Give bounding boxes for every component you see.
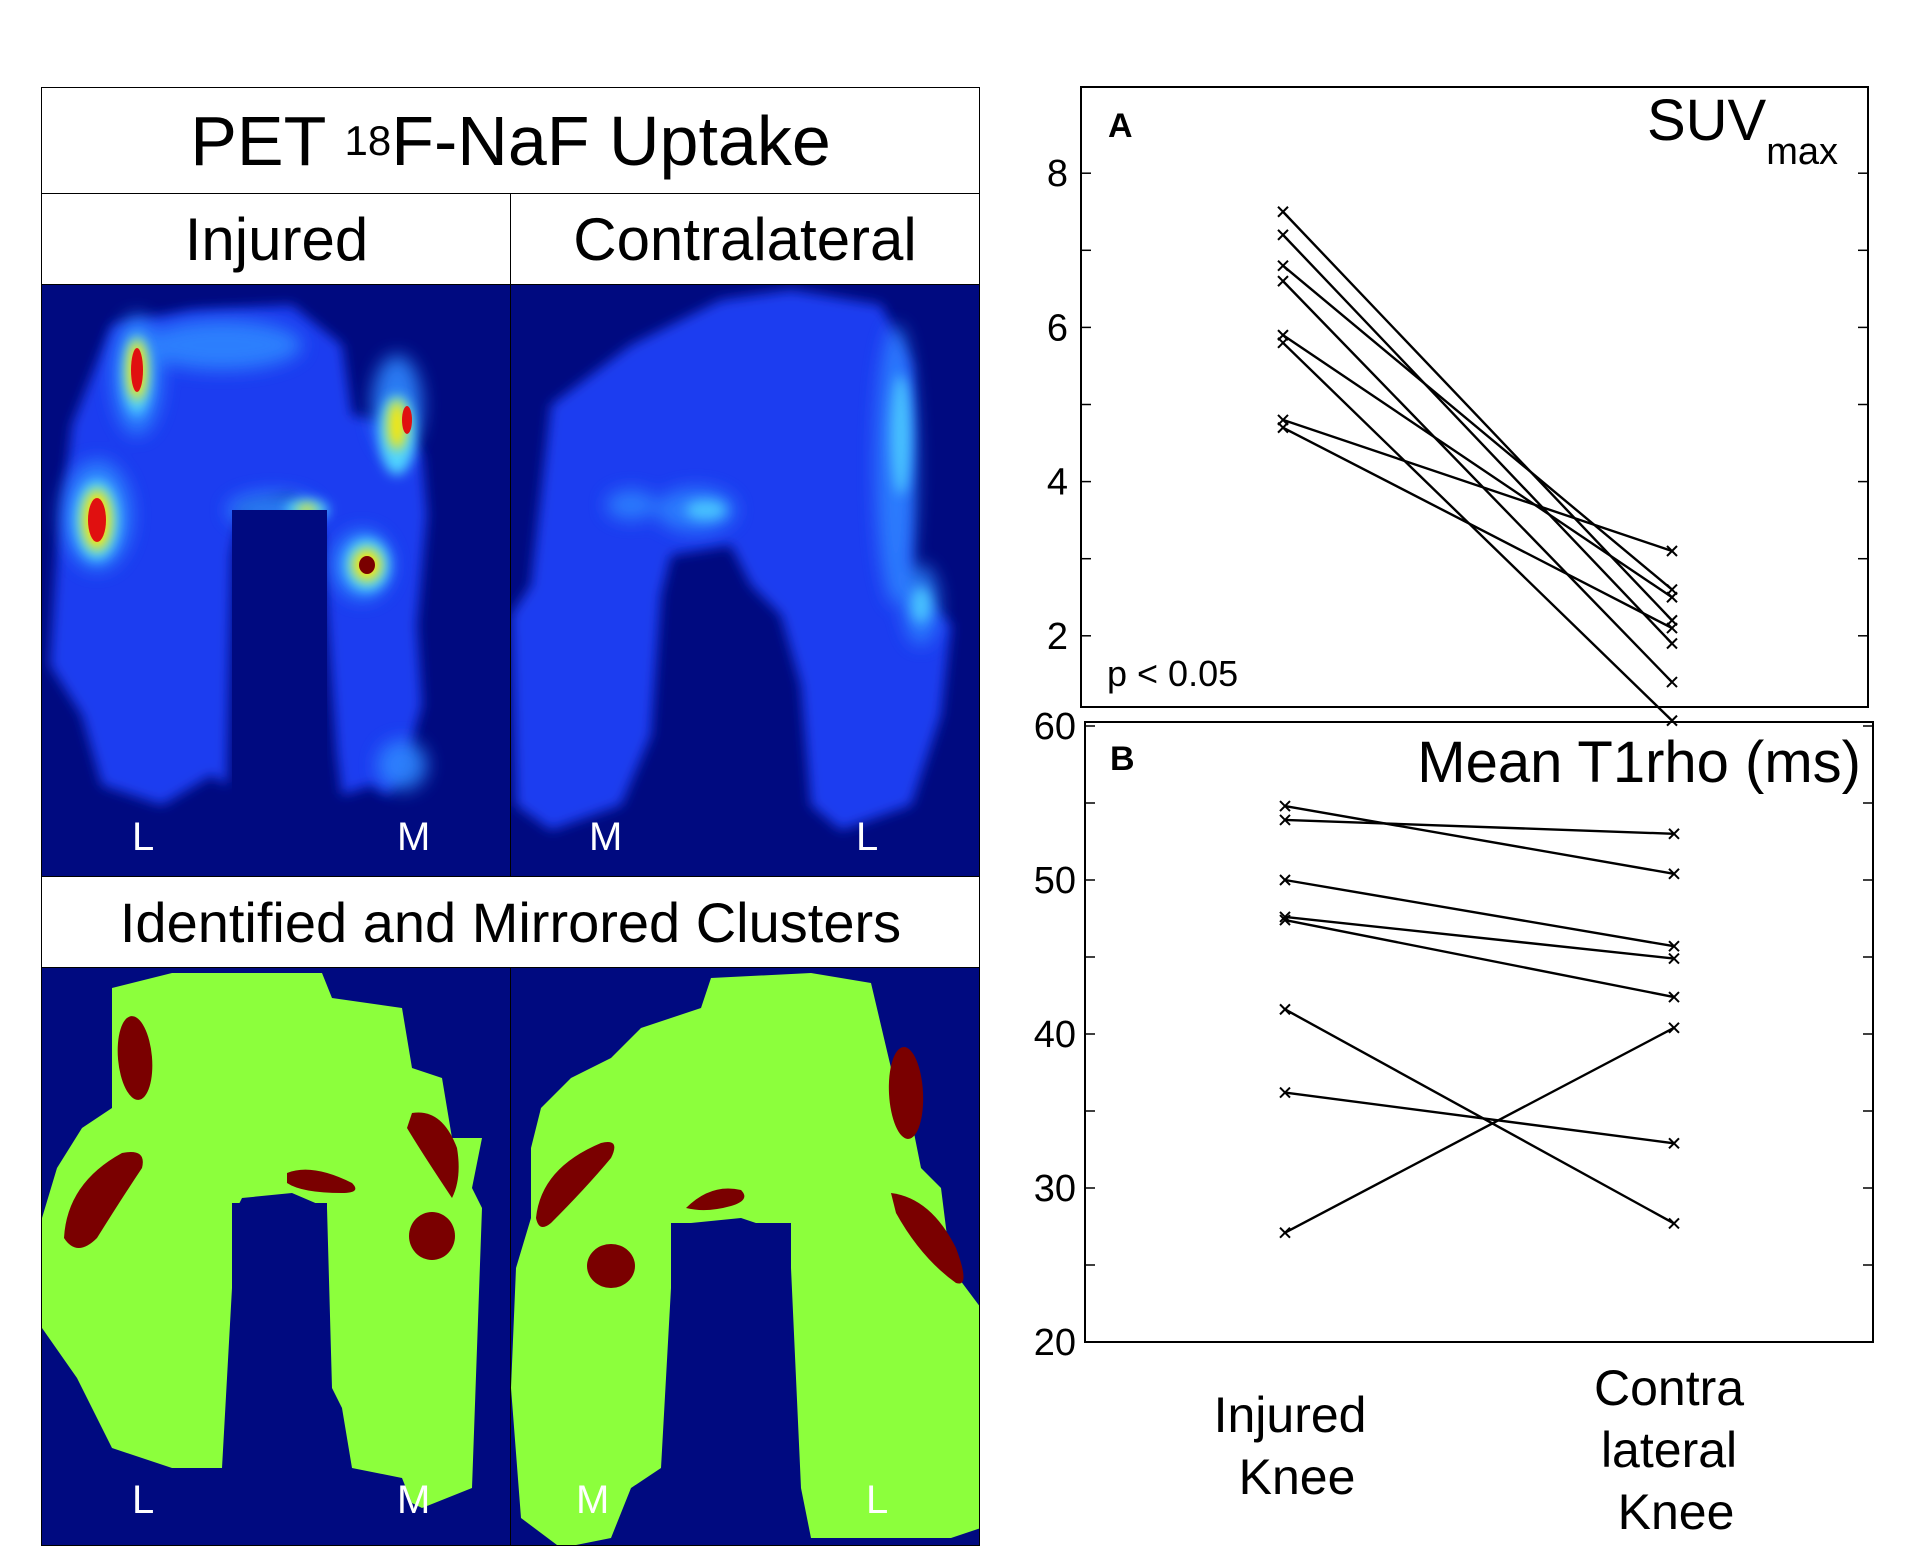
pet-title-isotope: 18 bbox=[344, 116, 392, 164]
chart-b-marker-7-contra bbox=[1668, 1137, 1680, 1150]
clusters-contralateral-image: M L bbox=[510, 967, 980, 1546]
chart-b-series-line-3 bbox=[1284, 878, 1675, 948]
pet-title: PET 18 F-NaF Uptake bbox=[41, 87, 980, 194]
chart-b-marker-3-contra bbox=[1668, 940, 1680, 952]
chart-a-series-line-6 bbox=[1282, 341, 1673, 722]
chart-b-panel-label: B bbox=[1110, 740, 1135, 778]
chart-a-frame bbox=[1080, 86, 1869, 708]
chart-a-title-main: SUV bbox=[1647, 88, 1767, 153]
chart-b-ytick-label: 30 bbox=[1034, 1168, 1076, 1210]
chart-b-marker-4-injured bbox=[1279, 911, 1291, 923]
chart-b-frame bbox=[1084, 721, 1874, 1343]
orient-label-m-2: M bbox=[589, 815, 623, 859]
chart-a-marker-8-injured bbox=[1277, 421, 1289, 434]
chart-b-ytick-label: 50 bbox=[1034, 860, 1076, 902]
chart-b-marker-7-injured bbox=[1279, 1086, 1291, 1099]
chart-a-panel-label: A bbox=[1108, 107, 1133, 145]
chart-a-ytick-label: 4 bbox=[1047, 462, 1068, 504]
x-label-injured-line1: Injured bbox=[1214, 1387, 1367, 1443]
chart-b-series-line-6 bbox=[1284, 1008, 1675, 1225]
chart-b-marker-6-contra bbox=[1668, 1217, 1680, 1230]
x-label-contra-line1: Contra bbox=[1594, 1360, 1744, 1416]
chart-a-marker-2-contra bbox=[1666, 637, 1678, 650]
chart-a-series-line-4 bbox=[1282, 280, 1673, 683]
chart-a-marker-3-contra bbox=[1666, 583, 1678, 596]
orient-label-l-3: L bbox=[132, 1478, 155, 1522]
pet-title-rest: F-NaF Uptake bbox=[391, 101, 831, 180]
chart-a-series-line-2 bbox=[1282, 234, 1673, 645]
chart-a: 2 4 6 8 bbox=[1047, 153, 1868, 727]
chart-b-marker-1-contra bbox=[1668, 868, 1680, 880]
chart-a-marker-2-injured bbox=[1277, 229, 1289, 241]
chart-b-marker-1-injured bbox=[1279, 800, 1291, 812]
chart-a-annotation: p < 0.05 bbox=[1107, 653, 1238, 694]
pet-injured-image: L M bbox=[41, 284, 512, 877]
contralateral-header: Contralateral bbox=[510, 193, 980, 285]
x-label-injured: Injured Knee bbox=[1214, 1387, 1381, 1505]
chart-b-marker-6-injured bbox=[1279, 1003, 1291, 1016]
x-label-contra-line2: lateral bbox=[1601, 1422, 1737, 1478]
chart-b-title: Mean T1rho (ms) bbox=[1417, 730, 1861, 795]
orient-label-l-4: L bbox=[866, 1478, 889, 1522]
chart-a-series-line-8 bbox=[1282, 426, 1673, 630]
chart-b-ytick-label: 60 bbox=[1034, 706, 1076, 748]
chart-b-series-line-5 bbox=[1284, 918, 1675, 999]
pet-contralateral-image: M L bbox=[510, 284, 980, 877]
x-label-contra-line3: Knee bbox=[1618, 1484, 1735, 1531]
chart-b-series-line-1 bbox=[1284, 804, 1675, 876]
orient-label-l: L bbox=[132, 815, 155, 859]
chart-a-series-line-1 bbox=[1282, 210, 1673, 622]
chart-a-marker-5-contra bbox=[1666, 591, 1678, 603]
chart-b-series-line-8 bbox=[1284, 1026, 1675, 1234]
chart-a-ytick-label: 6 bbox=[1047, 307, 1068, 349]
chart-b: 20 30 40 50 60 bbox=[1034, 706, 1873, 1364]
x-label-contra: Contra lateral Knee bbox=[1594, 1360, 1758, 1531]
chart-a-marker-6-injured bbox=[1277, 337, 1289, 349]
orient-label-m-3: M bbox=[397, 1478, 431, 1522]
clusters-title-label: Identified and Mirrored Clusters bbox=[119, 890, 902, 954]
chart-a-series-line-3 bbox=[1282, 264, 1673, 591]
chart-a-marker-1-injured bbox=[1277, 206, 1289, 218]
chart-a-marker-4-injured bbox=[1277, 275, 1289, 287]
chart-b-ytick-label: 40 bbox=[1034, 1014, 1076, 1056]
chart-b-marker-5-contra bbox=[1668, 991, 1680, 1003]
chart-b-marker-2-contra bbox=[1668, 828, 1680, 840]
chart-a-ytick-label: 2 bbox=[1047, 616, 1068, 658]
chart-b-series-line-7 bbox=[1284, 1091, 1675, 1145]
chart-a-title-sub: max bbox=[1766, 131, 1838, 173]
chart-a-marker-3-injured bbox=[1277, 260, 1289, 272]
injured-header-label: Injured bbox=[184, 205, 369, 273]
chart-a-marker-6-contra bbox=[1666, 714, 1678, 727]
chart-a-ytick-label: 8 bbox=[1047, 153, 1068, 195]
chart-b-series-line-4 bbox=[1284, 915, 1675, 960]
pet-title-prefix: PET bbox=[190, 101, 345, 180]
chart-b-marker-4-contra bbox=[1668, 952, 1680, 965]
clusters-title: Identified and Mirrored Clusters bbox=[41, 876, 980, 968]
chart-a-marker-1-contra bbox=[1666, 614, 1678, 627]
chart-b-marker-8-injured bbox=[1279, 1226, 1291, 1239]
orient-label-m-4: M bbox=[576, 1478, 610, 1522]
chart-b-ytick-label: 20 bbox=[1034, 1322, 1076, 1364]
chart-a-marker-5-injured bbox=[1277, 329, 1289, 341]
chart-a-marker-7-contra bbox=[1666, 545, 1678, 557]
chart-a-marker-7-injured bbox=[1277, 414, 1289, 426]
chart-a-marker-8-contra bbox=[1666, 622, 1678, 634]
chart-b-series-line-2 bbox=[1284, 818, 1675, 835]
contralateral-header-label: Contralateral bbox=[573, 205, 917, 273]
chart-a-marker-4-contra bbox=[1666, 676, 1678, 688]
injured-header: Injured bbox=[41, 193, 512, 285]
orient-label-m: M bbox=[397, 815, 431, 859]
orient-label-l-2: L bbox=[856, 815, 879, 859]
clusters-injured-image: L M bbox=[41, 967, 512, 1546]
chart-b-marker-2-injured bbox=[1279, 814, 1291, 826]
chart-a-title: SUVmax bbox=[1647, 88, 1838, 173]
x-label-injured-line2: Knee bbox=[1239, 1449, 1356, 1505]
chart-b-marker-5-injured bbox=[1279, 914, 1291, 926]
chart-a-series-line-7 bbox=[1282, 418, 1673, 553]
chart-b-marker-3-injured bbox=[1279, 874, 1291, 886]
chart-a-series-line-5 bbox=[1282, 334, 1673, 599]
chart-b-marker-8-contra bbox=[1668, 1022, 1680, 1034]
